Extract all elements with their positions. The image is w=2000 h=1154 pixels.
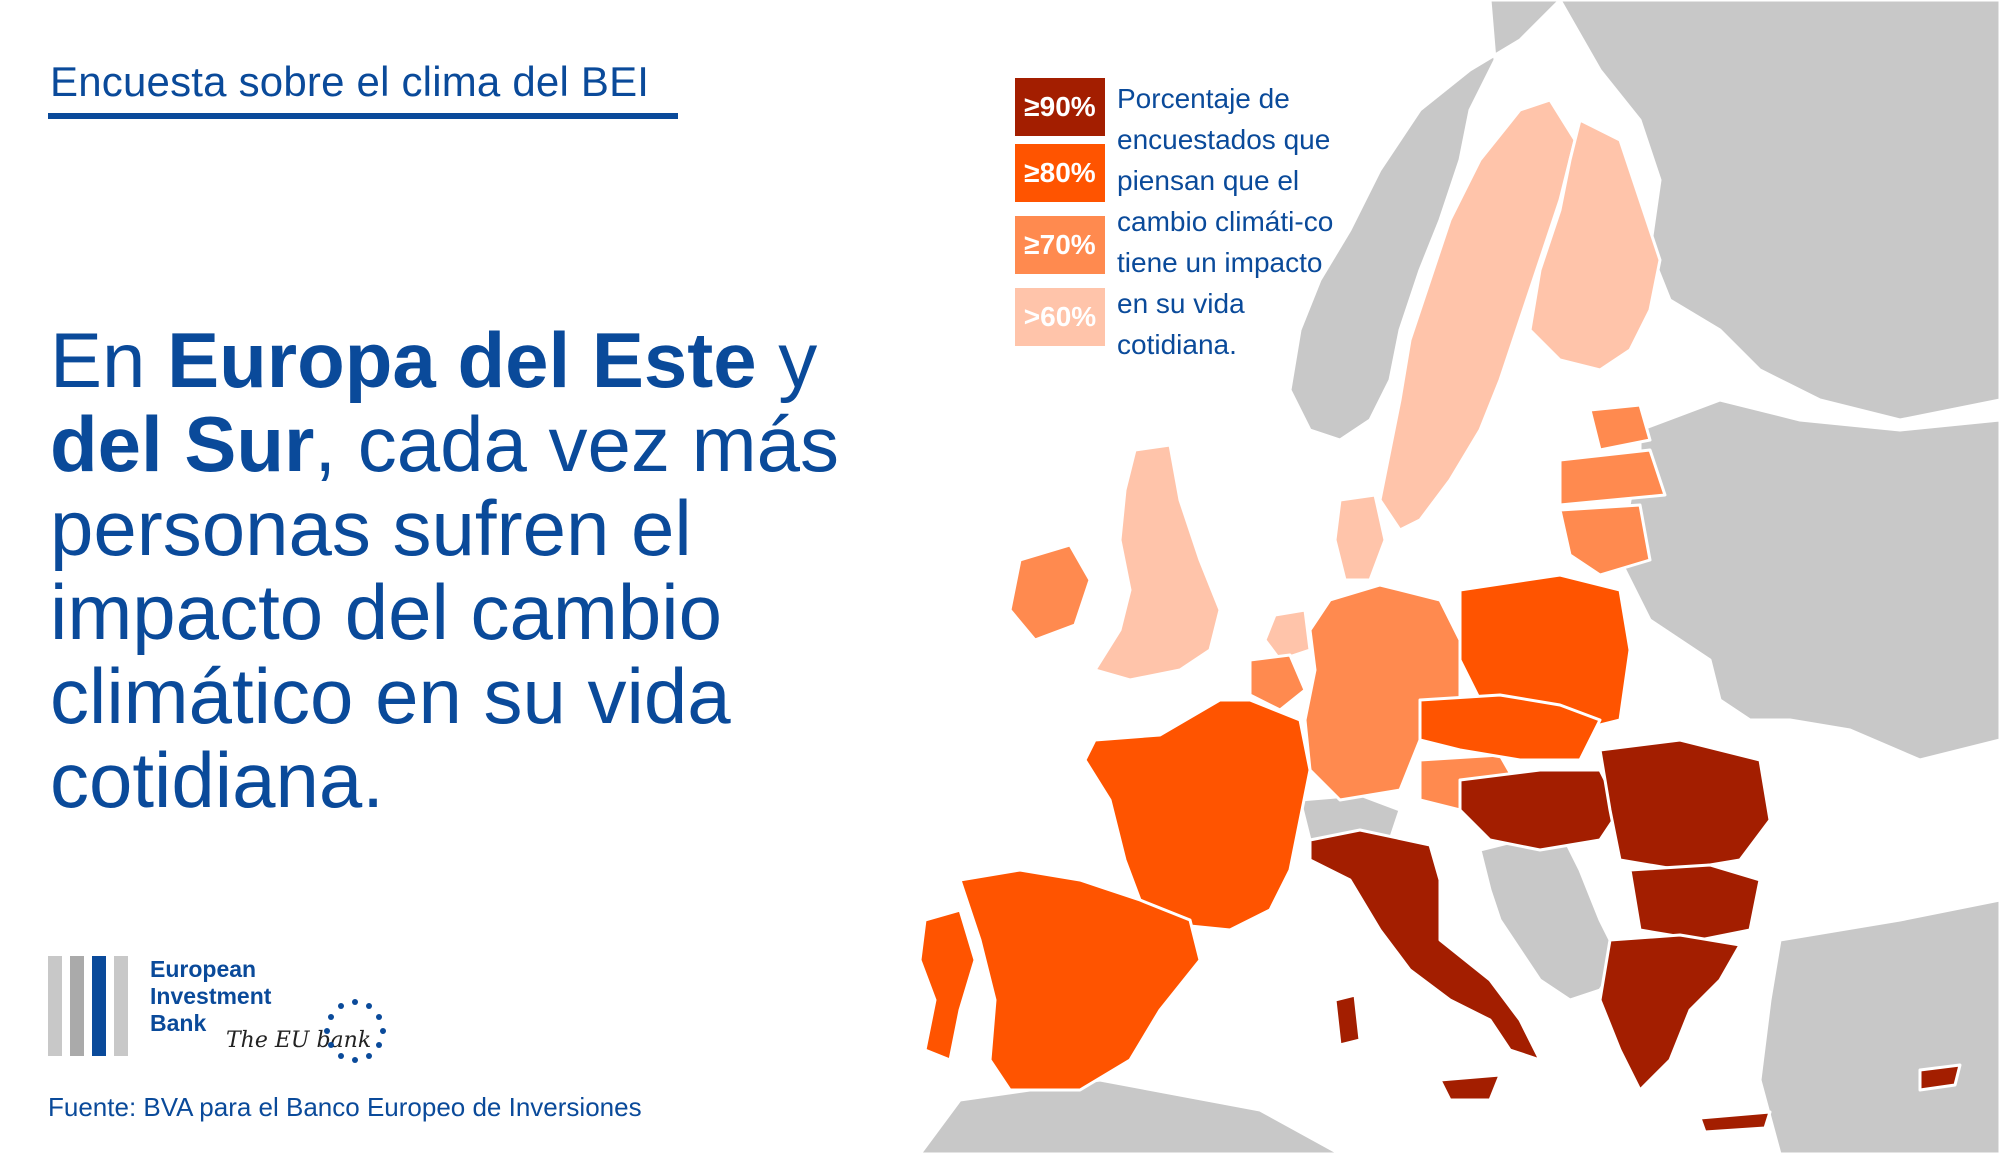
belgium: [1248, 653, 1307, 712]
crete: [1698, 1110, 1772, 1134]
latvia: [1558, 448, 1667, 507]
poland: [1458, 573, 1632, 732]
headline-text-3: , cada vez más personas sufren el impact…: [50, 400, 839, 824]
legend-description: Porcentaje de encuestados que piensan qu…: [1117, 83, 1334, 360]
portugal: [918, 908, 977, 1062]
norway: [1288, 0, 1562, 442]
legend-swatch-90: ≥90%: [1015, 78, 1105, 136]
spain: [958, 868, 1202, 1092]
germany: [1303, 583, 1462, 802]
turkey: [1758, 898, 2000, 1154]
europe-map: [918, 0, 2000, 1154]
logo-tagline: The EU bank: [226, 1028, 372, 1053]
sardinia: [1333, 993, 1362, 1047]
title-underline: [48, 113, 678, 119]
logo-wordmark: European Investment Bank: [150, 956, 300, 1037]
italy: [1308, 828, 1542, 1062]
belarus-ukraine: [1618, 398, 2000, 762]
logo-line-1: European: [150, 956, 257, 982]
sweden: [1378, 98, 1577, 532]
lithuania: [1558, 503, 1652, 577]
czechia-slovakia: [1418, 693, 1602, 762]
sicily: [1438, 1073, 1502, 1102]
legend-swatch-80: ≥80%: [1015, 144, 1105, 202]
logo-line-2: Investment: [150, 983, 272, 1009]
headline-text-2: y: [756, 316, 818, 404]
eu-stars-icon: [324, 999, 386, 1063]
greece: [1598, 933, 1742, 1092]
legend-swatch-60: >60%: [1015, 288, 1105, 346]
france: [1083, 698, 1312, 932]
russia-north: [1558, 0, 2000, 422]
logo-bar-2: [70, 956, 84, 1056]
great-britain: [1093, 443, 1222, 682]
legend-swatch-70: ≥70%: [1015, 216, 1105, 274]
logo-line-3: Bank: [150, 1010, 207, 1036]
logo-bar-3: [92, 956, 106, 1056]
logo-bar-4: [114, 956, 128, 1056]
finland: [1528, 118, 1662, 372]
balkans: [1478, 828, 1622, 1002]
cyprus: [1918, 1063, 1962, 1092]
headline-bold-1: Europa del Este: [167, 316, 757, 404]
netherlands: [1263, 608, 1312, 662]
denmark: [1333, 493, 1387, 582]
survey-title: Encuesta sobre el clima del BEI: [50, 58, 650, 105]
legend: ≥90% ≥80% ≥70% >60% Porcentaje de encues…: [1015, 78, 1375, 378]
logo-bar-1: [48, 956, 62, 1056]
ireland: [1008, 543, 1092, 642]
north-africa: [918, 1078, 1342, 1154]
hungary-croatia: [1458, 768, 1622, 852]
bulgaria: [1628, 863, 1762, 942]
source-note: Fuente: BVA para el Banco Europeo de Inv…: [48, 1092, 642, 1122]
romania: [1598, 738, 1772, 872]
estonia: [1588, 403, 1652, 452]
headline-text-1: En: [50, 316, 168, 404]
headline: En Europa del Este y del Sur, cada vez m…: [50, 318, 870, 822]
headline-bold-2: del Sur: [50, 400, 315, 488]
eib-logo: European Investment Bank The EU bank: [48, 956, 388, 1076]
